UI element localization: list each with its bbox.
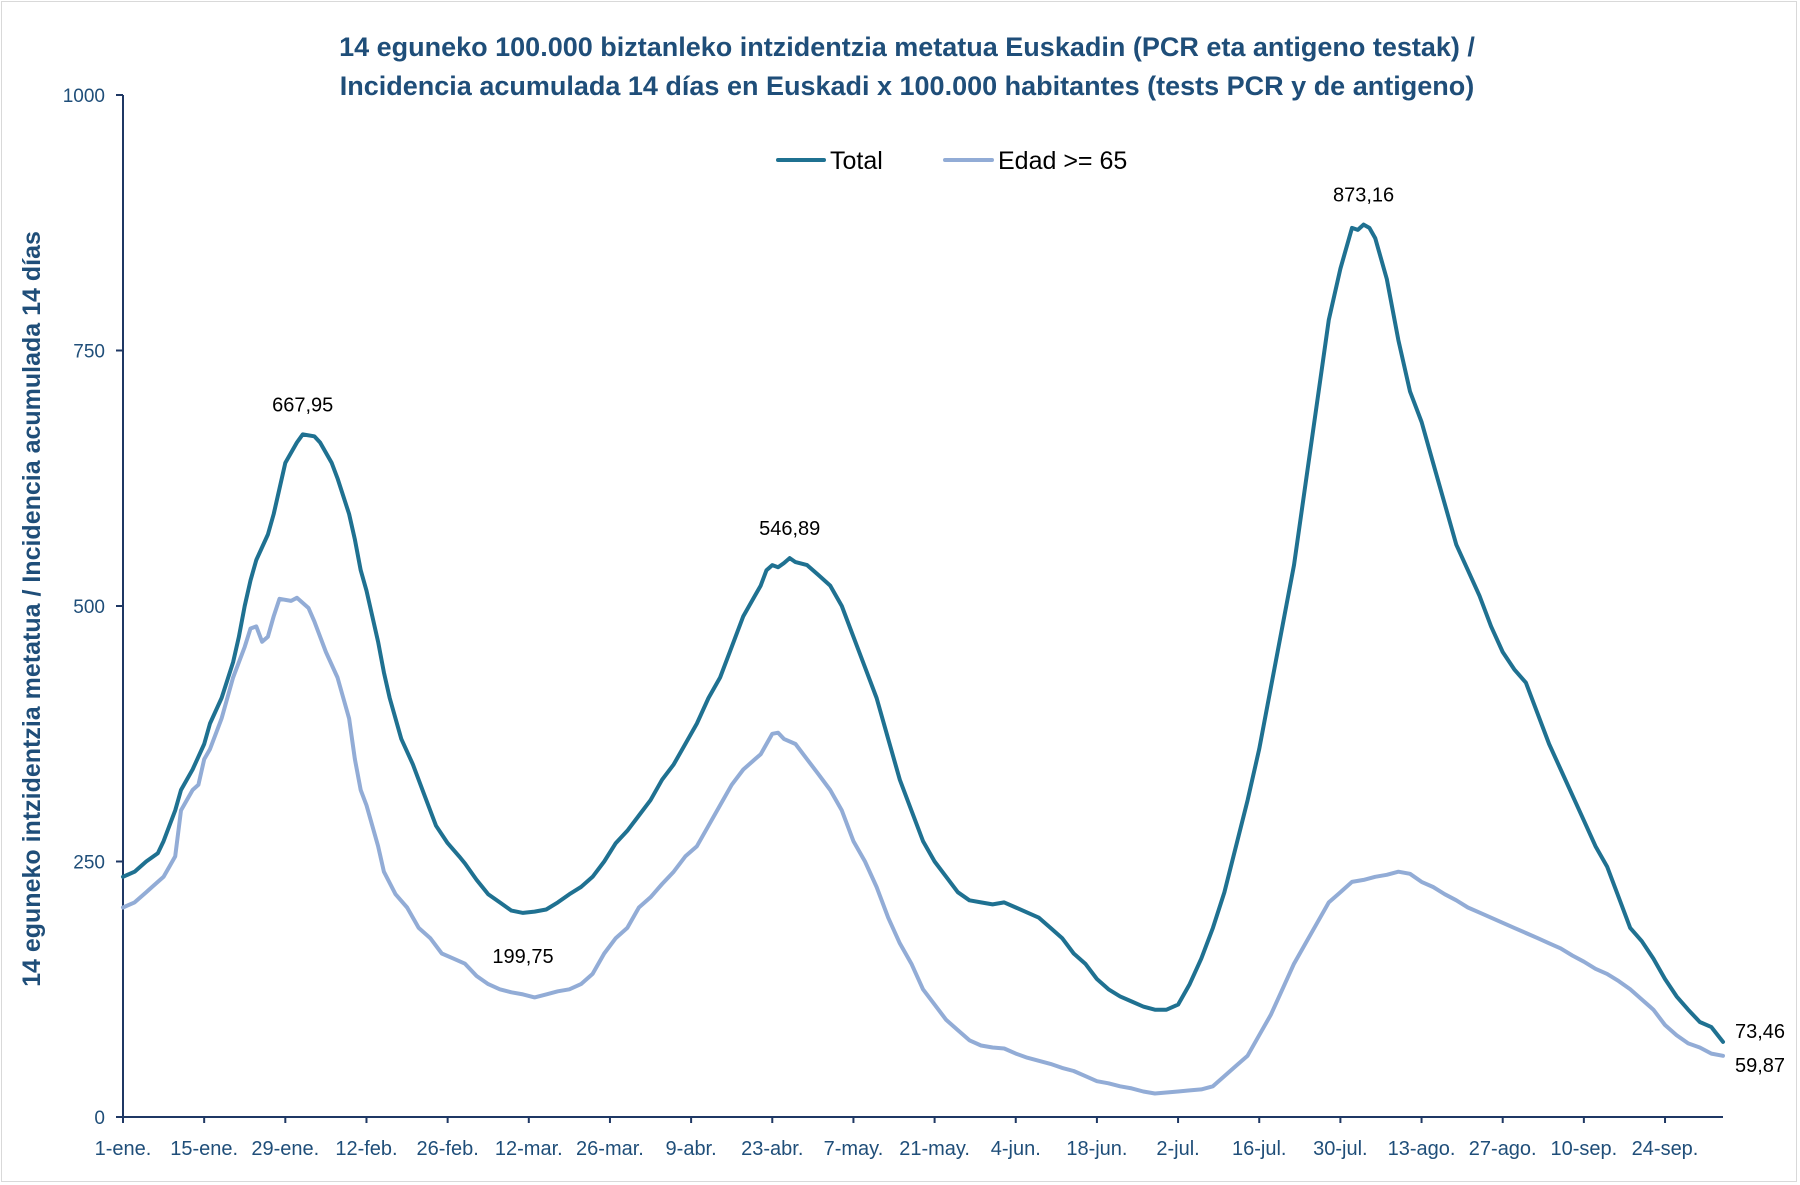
- data-label: 873,16: [1333, 185, 1394, 207]
- y-tick-label: 0: [94, 1108, 105, 1129]
- legend-label-total: Total: [830, 147, 883, 175]
- y-tick-label: 750: [73, 342, 105, 363]
- x-tick-label: 24-sep.: [1632, 1138, 1699, 1160]
- x-tick-label: 1-ene.: [95, 1138, 152, 1160]
- x-tick-label: 10-sep.: [1551, 1138, 1618, 1160]
- chart-title-line2: Incidencia acumulada 14 días en Euskadi …: [340, 71, 1474, 101]
- x-tick-label: 21-may.: [899, 1138, 970, 1160]
- y-ticks: 0 250 500 750 1000: [63, 86, 123, 1129]
- x-tick-label: 15-ene.: [170, 1138, 238, 1160]
- x-tick-label: 18-jun.: [1066, 1138, 1127, 1160]
- x-tick-label: 16-jul.: [1232, 1138, 1286, 1160]
- x-tick-label: 26-mar.: [576, 1138, 644, 1160]
- x-tick-label: 30-jul.: [1313, 1138, 1367, 1160]
- x-tick-label: 4-jun.: [991, 1138, 1041, 1160]
- x-tick-label: 7-may.: [824, 1138, 884, 1160]
- x-tick-label: 26-feb.: [417, 1138, 479, 1160]
- legend: Total Edad >= 65: [776, 147, 1127, 175]
- chart-title-line1: 14 eguneko 100.000 biztanleko intzidentz…: [339, 32, 1475, 62]
- series-line-edad-65: [121, 595, 1725, 1096]
- data-label: 667,95: [272, 394, 333, 416]
- data-label: 546,89: [759, 518, 820, 540]
- y-tick-label: 500: [73, 597, 105, 618]
- x-tick-label: 9-abr.: [666, 1138, 717, 1160]
- x-tick-label: 2-jul.: [1156, 1138, 1199, 1160]
- x-ticks: 1-ene. 15-ene. 29-ene. 12-feb. 26-feb. 12-mar…: [95, 1117, 1699, 1160]
- x-tick-label: 13-ago.: [1388, 1138, 1456, 1160]
- y-tick-label: 250: [73, 853, 105, 874]
- x-tick-label: 23-abr.: [741, 1138, 803, 1160]
- data-label: 73,46: [1735, 1021, 1785, 1043]
- y-axis-title: 14 eguneko intzidentzia metatua / Incide…: [18, 231, 46, 987]
- series-line-total: [121, 222, 1725, 1044]
- data-label: 199,75: [492, 946, 553, 968]
- data-labels: 667,95 199,75 546,89 873,16 73,46 59,87: [272, 185, 1785, 1077]
- x-tick-label: 27-ago.: [1469, 1138, 1537, 1160]
- x-tick-label: 12-mar.: [495, 1138, 563, 1160]
- series-lines: [121, 222, 1725, 1096]
- x-tick-label: 12-feb.: [335, 1138, 397, 1160]
- data-label: 59,87: [1735, 1055, 1785, 1077]
- x-tick-label: 29-ene.: [251, 1138, 319, 1160]
- legend-label-edad: Edad >= 65: [998, 147, 1127, 175]
- y-tick-label: 1000: [63, 86, 105, 107]
